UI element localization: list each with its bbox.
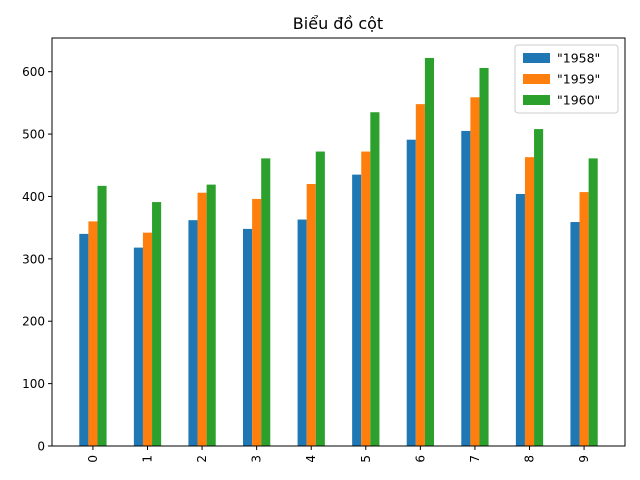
x-tick-label: 8 xyxy=(523,455,537,463)
bar-series-2-category-6 xyxy=(424,57,434,447)
legend-swatch-2 xyxy=(523,95,550,105)
bar-series-0-category-1 xyxy=(133,247,143,446)
plot-frame xyxy=(51,37,626,447)
bar-series-1-category-5 xyxy=(361,151,371,447)
legend-label-2: "1960" xyxy=(557,93,600,108)
y-tick-label: 600 xyxy=(22,65,45,79)
bar-series-0-category-7 xyxy=(461,130,471,446)
bar-series-0-category-5 xyxy=(352,174,362,446)
bar-series-2-category-5 xyxy=(370,112,380,447)
bar-series-1-category-3 xyxy=(252,198,262,446)
bar-series-1-category-0 xyxy=(88,221,98,446)
x-tick-label: 9 xyxy=(577,455,591,463)
bar-series-2-category-1 xyxy=(152,202,162,446)
legend: "1958" "1959" "1960" xyxy=(514,44,619,114)
bar-series-2-category-3 xyxy=(261,158,271,446)
x-tick-label: 3 xyxy=(250,455,264,463)
y-tick-label: 300 xyxy=(22,252,45,266)
bar-series-1-category-6 xyxy=(415,104,425,446)
x-tick-label: 1 xyxy=(141,455,155,463)
bar-series-0-category-6 xyxy=(406,139,416,446)
x-axis: 0 1 2 3 4 5 6 7 8 9 xyxy=(86,446,591,463)
bar-series-0-category-0 xyxy=(79,233,89,446)
bar-series-1-category-7 xyxy=(470,97,480,447)
x-tick-label: 2 xyxy=(195,455,209,463)
y-tick-label: 200 xyxy=(22,315,45,329)
x-tick-label: 6 xyxy=(413,455,427,463)
x-tick-label: 4 xyxy=(304,455,318,463)
y-tick-label: 500 xyxy=(22,128,45,142)
bar-series-2-category-7 xyxy=(479,67,489,446)
y-tick-label: 100 xyxy=(22,377,45,391)
legend-swatch-0 xyxy=(523,53,550,63)
bar-series-0-category-2 xyxy=(188,220,198,446)
y-tick-label: 400 xyxy=(22,190,45,204)
bars-layer xyxy=(79,57,598,447)
legend-swatch-1 xyxy=(523,74,550,84)
y-tick-label: 0 xyxy=(37,440,45,454)
bar-series-2-category-9 xyxy=(588,158,598,446)
bar-series-2-category-4 xyxy=(315,151,325,447)
chart-title: Biểu đồ cột xyxy=(293,14,383,33)
x-tick-label: 5 xyxy=(359,455,373,463)
bar-series-1-category-2 xyxy=(197,192,207,446)
bar-series-0-category-3 xyxy=(243,228,253,446)
bar-series-1-category-1 xyxy=(142,232,153,446)
bar-series-2-category-8 xyxy=(534,129,544,446)
bar-series-0-category-8 xyxy=(515,193,525,446)
y-axis: 0 100 200 300 400 500 600 xyxy=(22,65,52,454)
x-tick-label: 0 xyxy=(86,455,100,463)
bar-series-2-category-0 xyxy=(97,185,107,446)
bar-series-1-category-9 xyxy=(579,192,589,446)
legend-label-1: "1959" xyxy=(557,72,600,87)
bar-series-1-category-4 xyxy=(306,183,316,447)
x-tick-label: 7 xyxy=(468,455,482,463)
bar-series-0-category-4 xyxy=(297,219,307,446)
bar-series-0-category-9 xyxy=(570,222,580,446)
bar-series-1-category-8 xyxy=(524,157,535,446)
bar-series-2-category-2 xyxy=(206,184,216,447)
legend-label-0: "1958" xyxy=(557,51,600,66)
